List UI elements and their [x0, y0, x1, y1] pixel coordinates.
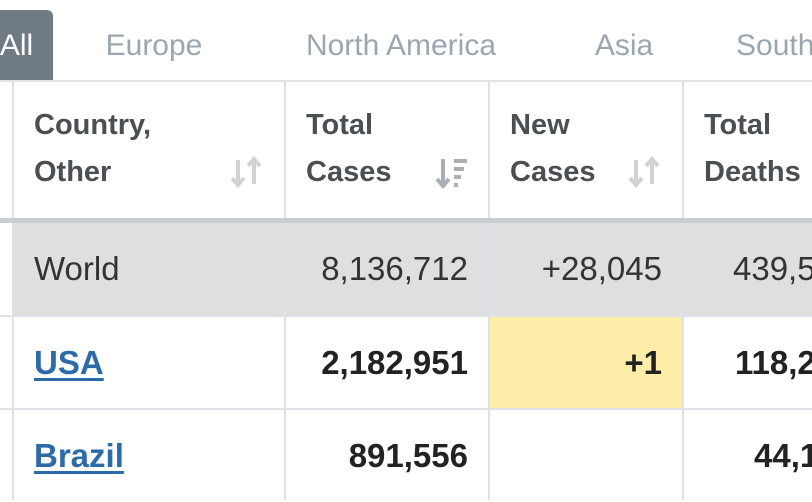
header-country-line1: Country, [34, 109, 152, 141]
header-total-deaths-line1: Total [704, 109, 772, 141]
tab-all-label: All [0, 29, 34, 62]
sort-arrows-icon[interactable] [626, 154, 662, 190]
row-world-total-deaths: 439,5 [733, 250, 812, 287]
header-country[interactable]: Country, Other [14, 82, 284, 218]
tab-asia-label: Asia [594, 29, 654, 62]
header-divider [0, 218, 812, 223]
row-usa-total-deaths: 118,2 [735, 344, 812, 381]
row-usa-new-cases: +1 [624, 344, 662, 381]
tab-south-label: South [736, 29, 812, 62]
tab-north-america[interactable]: North America [270, 10, 532, 82]
header-total-cases-line1: Total [306, 109, 374, 141]
column-divider [682, 82, 684, 500]
tab-europe[interactable]: Europe [80, 10, 228, 82]
cases-table: Country, Other Total Cases New Cases Tot… [0, 82, 812, 500]
column-divider [12, 82, 14, 500]
row-usa-country: USA [34, 317, 274, 409]
row-world-country: World [34, 250, 120, 287]
country-link-brazil[interactable]: Brazil [34, 437, 124, 474]
column-divider [488, 82, 490, 500]
row-usa-total-cases: 2,182,951 [321, 344, 468, 381]
header-total-deaths[interactable]: Total Deaths [684, 82, 812, 218]
header-new-cases[interactable]: New Cases [490, 82, 682, 218]
country-link-usa[interactable]: USA [34, 344, 104, 381]
tab-north-america-label: North America [305, 29, 497, 62]
row-world-new-cases: +28,045 [541, 250, 662, 287]
row-divider [0, 315, 812, 317]
row-brazil-total-deaths: 44,1 [754, 437, 812, 474]
header-new-cases-line2: Cases [510, 156, 596, 188]
tab-south[interactable]: South [720, 10, 812, 82]
tab-europe-label: Europe [105, 29, 203, 62]
row-brazil-total-cases: 891,556 [348, 437, 468, 474]
header-country-line2: Other [34, 156, 112, 188]
row-brazil-country: Brazil [34, 410, 274, 502]
row-world-total-cases: 8,136,712 [321, 250, 468, 287]
tab-asia[interactable]: Asia [572, 10, 676, 82]
header-total-cases[interactable]: Total Cases [286, 82, 488, 218]
sort-descending-icon[interactable] [434, 154, 470, 190]
row-divider [0, 408, 812, 410]
header-total-deaths-line2: Deaths [704, 156, 801, 188]
tab-divider [0, 80, 812, 82]
new-cases-highlight [490, 317, 682, 408]
sort-arrows-icon[interactable] [228, 154, 264, 190]
row-brazil-new-cases [490, 410, 662, 502]
header-new-cases-line1: New [510, 109, 570, 141]
region-tabs: All Europe North America Asia South [0, 0, 812, 82]
tab-all[interactable]: All [0, 10, 53, 82]
world-row-background [14, 223, 812, 315]
column-divider [284, 82, 286, 500]
header-total-cases-line2: Cases [306, 156, 392, 188]
